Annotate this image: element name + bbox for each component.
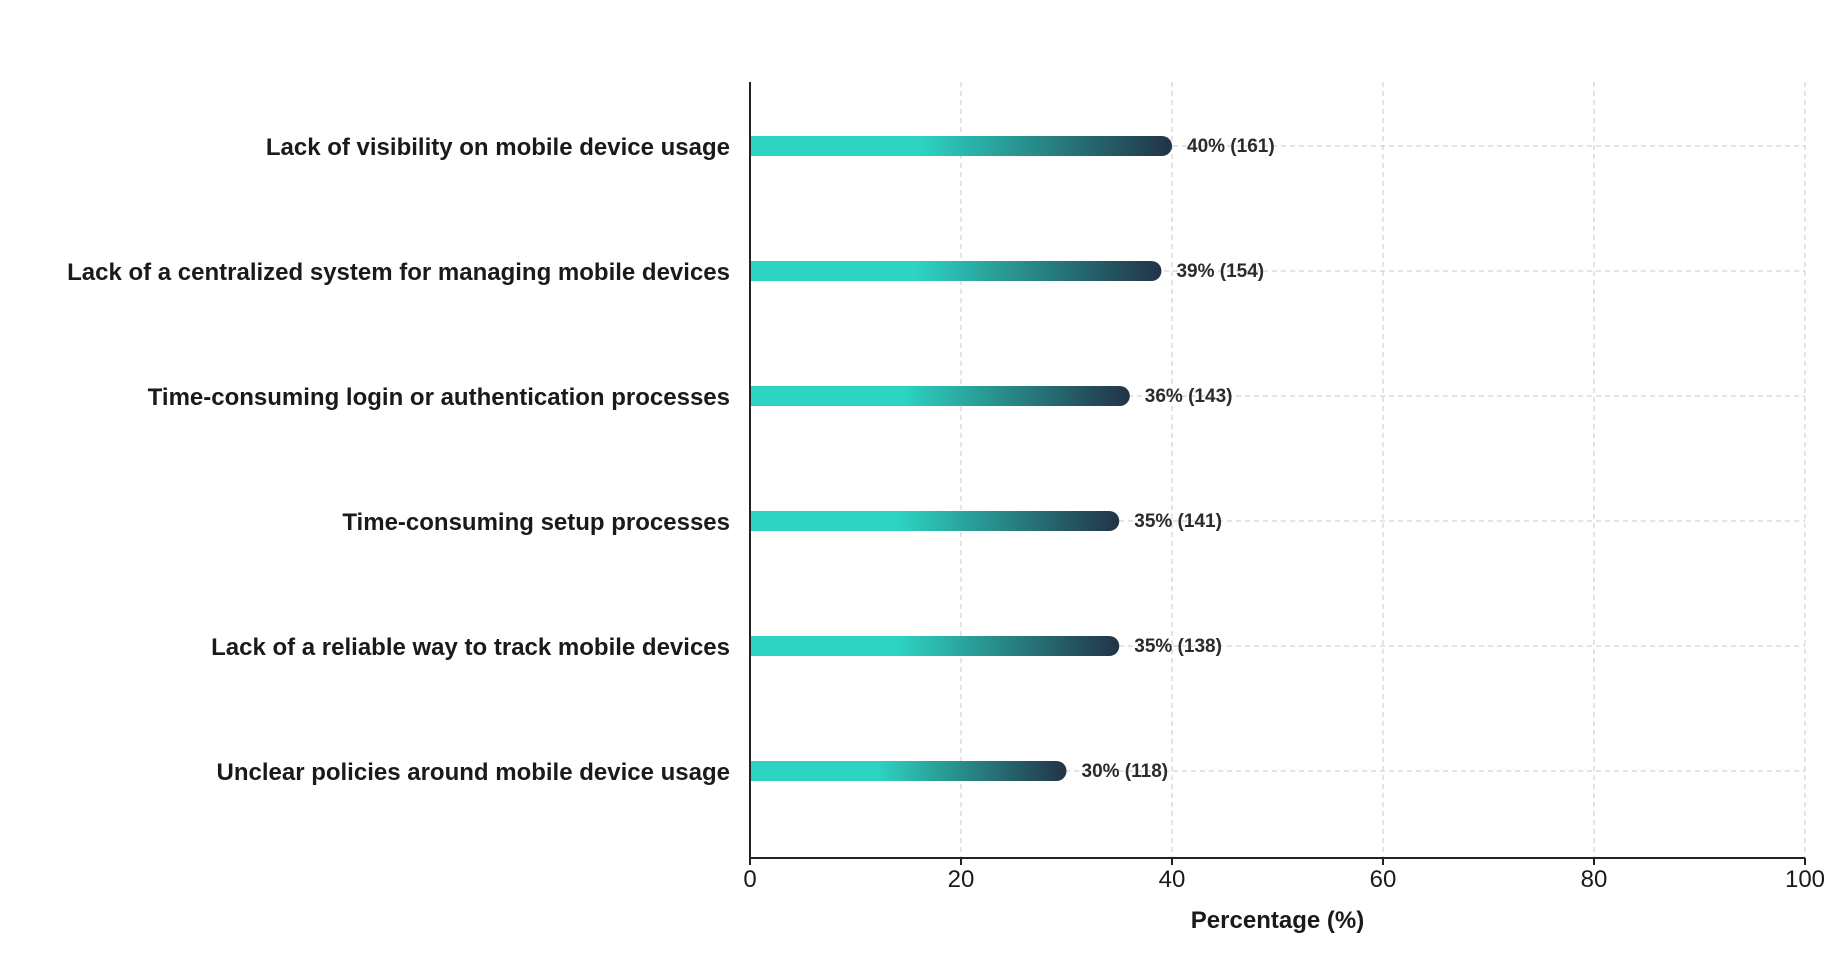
bar-start-cap <box>750 511 770 531</box>
category-label: Lack of a reliable way to track mobile d… <box>211 634 730 661</box>
axes: 0 20 40 60 80 100 <box>743 82 1825 893</box>
x-tick-label: 80 <box>1581 866 1608 893</box>
category-label: Time-consuming login or authentication p… <box>148 384 730 411</box>
bar-start-cap <box>750 261 770 281</box>
bar-value-label: 30% (118) <box>1082 761 1169 782</box>
bar <box>750 511 1120 531</box>
x-tick-label: 20 <box>948 866 975 893</box>
category-label: Time-consuming setup processes <box>342 509 730 536</box>
x-axis-title: Percentage (%) <box>1191 907 1364 934</box>
category-labels: Lack of visibility on mobile device usag… <box>67 134 730 786</box>
x-tick-label: 60 <box>1370 866 1397 893</box>
x-tick-label: 0 <box>743 866 756 893</box>
x-tick-label: 100 <box>1785 866 1825 893</box>
x-tick-label: 40 <box>1159 866 1186 893</box>
bar-value-label: 35% (141) <box>1134 511 1222 532</box>
bar <box>750 386 1130 406</box>
grid-lines <box>750 82 1806 858</box>
bar-start-cap <box>750 761 770 781</box>
category-label: Lack of visibility on mobile device usag… <box>266 134 730 161</box>
bar-start-cap <box>750 636 770 656</box>
category-label: Unclear policies around mobile device us… <box>216 759 730 786</box>
bar <box>750 136 1172 156</box>
bar <box>750 261 1162 281</box>
bar-value-label: 40% (161) <box>1187 136 1275 157</box>
bar-start-cap <box>750 136 770 156</box>
bar <box>750 761 1067 781</box>
category-label: Lack of a centralized system for managin… <box>67 259 730 286</box>
bar-start-cap <box>750 386 770 406</box>
bar-value-label: 39% (154) <box>1176 261 1264 282</box>
bar-value-label: 36% (143) <box>1145 386 1233 407</box>
bar-value-label: 35% (138) <box>1134 636 1222 657</box>
bars: 40% (161) 39% (154) 36% (143) 35% (141) 35% … <box>750 136 1275 782</box>
bar <box>750 636 1120 656</box>
